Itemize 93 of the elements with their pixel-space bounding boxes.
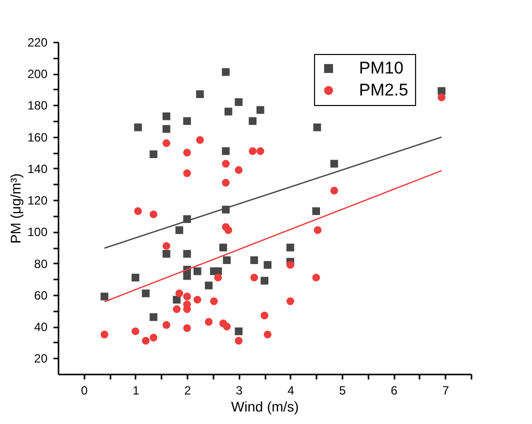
- point: [222, 322, 231, 330]
- point: [100, 292, 108, 300]
- y-tick-label: 160: [27, 130, 48, 144]
- point: [438, 93, 446, 102]
- point: [183, 148, 191, 157]
- point: [183, 292, 191, 300]
- point: [196, 136, 204, 144]
- x-tick-label: 3: [236, 384, 243, 398]
- x-tick-label: 7: [442, 384, 450, 398]
- point: [224, 226, 232, 234]
- point: [150, 210, 158, 218]
- point: [250, 274, 258, 282]
- y-axis-title: PM (μg/m³): [7, 173, 24, 244]
- point: [204, 282, 213, 290]
- point: [250, 256, 258, 264]
- point: [134, 207, 142, 216]
- x-axis-title: Wind (m/s): [231, 398, 299, 414]
- point: [248, 147, 256, 155]
- point: [222, 160, 230, 168]
- point: [142, 290, 150, 298]
- x-tick-label: 6: [390, 384, 398, 398]
- point: [134, 124, 142, 132]
- point: [175, 290, 184, 298]
- legend-label: PM10: [359, 58, 404, 78]
- point: [248, 117, 256, 125]
- point: [196, 90, 204, 98]
- x-tick-label: 1: [132, 384, 140, 398]
- point: [183, 169, 191, 178]
- y-tick-label: 220: [27, 36, 48, 50]
- point: [234, 166, 243, 174]
- y-tick-label: 180: [27, 98, 48, 113]
- point: [222, 178, 230, 187]
- x-tick-label: 2: [184, 384, 192, 398]
- point: [219, 244, 228, 252]
- point: [132, 327, 140, 336]
- point: [175, 226, 184, 234]
- point: [162, 112, 170, 120]
- point: [234, 336, 243, 345]
- point: [330, 186, 338, 194]
- point: [162, 139, 170, 148]
- point: [162, 242, 170, 250]
- point: [172, 305, 181, 314]
- point: [234, 327, 243, 336]
- point: [142, 336, 150, 345]
- point: [234, 98, 243, 106]
- x-tick-label: 4: [287, 384, 294, 398]
- point: [150, 334, 158, 342]
- y-tick-label: 120: [27, 194, 48, 208]
- point: [312, 274, 320, 282]
- point: [222, 256, 231, 264]
- point: [100, 330, 108, 338]
- y-tick-label: 80: [34, 256, 48, 271]
- point: [183, 117, 191, 125]
- point: [264, 261, 272, 269]
- point: [150, 150, 158, 158]
- point: [256, 147, 264, 155]
- point: [330, 160, 338, 168]
- point: [183, 272, 191, 280]
- point: [224, 108, 232, 116]
- y-tick-label: 100: [27, 225, 48, 240]
- point: [194, 267, 202, 276]
- point: [286, 261, 294, 269]
- point: [264, 330, 272, 338]
- y-tick-label: 20: [34, 352, 48, 366]
- y-tick-label: 40: [34, 320, 48, 334]
- point: [256, 106, 264, 114]
- point: [162, 250, 170, 258]
- point: [260, 312, 268, 320]
- point: [260, 276, 268, 285]
- point: [162, 321, 170, 329]
- point: [222, 68, 230, 76]
- point: [210, 297, 218, 306]
- point: [313, 124, 322, 132]
- point: [314, 226, 322, 234]
- y-tick-label: 140: [27, 162, 48, 176]
- point: [162, 125, 170, 133]
- point: [286, 297, 294, 306]
- point: [214, 267, 222, 276]
- legend-label: PM2.5: [359, 80, 408, 100]
- point: [150, 313, 158, 321]
- y-tick-label: 60: [34, 288, 48, 302]
- point: [183, 324, 191, 332]
- x-tick-label: 0: [80, 384, 88, 398]
- x-tick-label: 5: [339, 384, 346, 398]
- point: [214, 274, 222, 282]
- point: [132, 274, 140, 282]
- point: [183, 250, 191, 258]
- point: [204, 318, 213, 326]
- point: [286, 244, 294, 252]
- point: [194, 296, 202, 304]
- y-tick-label: 200: [27, 67, 48, 82]
- point: [312, 207, 320, 216]
- point: [222, 147, 230, 155]
